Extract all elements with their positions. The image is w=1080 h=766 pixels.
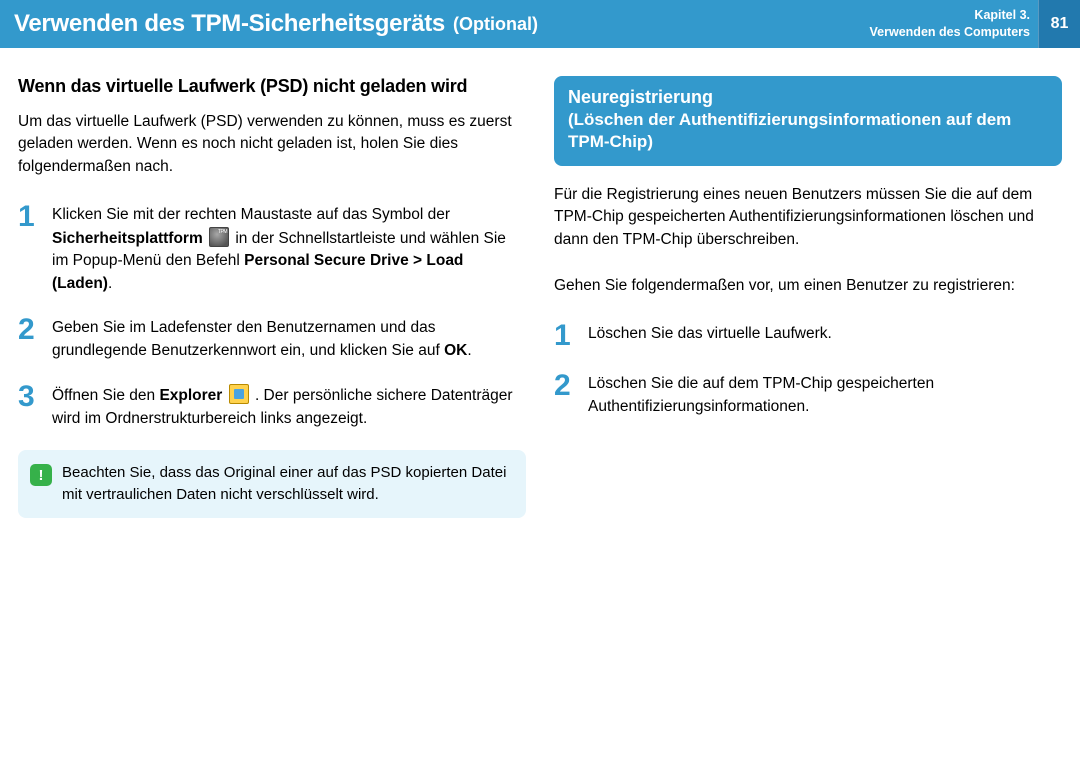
- bold-text: OK: [444, 342, 467, 359]
- step-text: Geben Sie im Ladefenster den Benutzernam…: [52, 315, 526, 362]
- text-fragment: Öffnen Sie den: [52, 387, 159, 404]
- right-heading-line1: Neuregistrierung: [568, 86, 1048, 109]
- content-area: Wenn das virtuelle Laufwerk (PSD) nicht …: [0, 48, 1080, 518]
- right-step-2: 2 Löschen Sie die auf dem TPM-Chip gespe…: [554, 371, 1062, 418]
- tpm-platform-icon: [209, 227, 229, 247]
- right-column: Neuregistrierung (Löschen der Authentifi…: [554, 76, 1062, 518]
- step-number: 3: [18, 382, 52, 430]
- right-para-2: Gehen Sie folgendermaßen vor, um einen B…: [554, 275, 1062, 297]
- bold-text: Explorer: [159, 387, 222, 404]
- text-fragment: .: [467, 342, 471, 359]
- right-heading-line2: (Löschen der Authentifizierungsinformati…: [568, 109, 1048, 153]
- chapter-line1: Kapitel 3.: [870, 7, 1030, 24]
- step-number: 2: [554, 371, 588, 418]
- header-right: Kapitel 3. Verwenden des Computers 81: [870, 0, 1080, 48]
- page-number-badge: 81: [1038, 0, 1080, 48]
- step-text: Klicken Sie mit der rechten Maustaste au…: [52, 202, 526, 295]
- left-step-1: 1 Klicken Sie mit der rechten Maustaste …: [18, 202, 526, 295]
- text-fragment: .: [108, 275, 112, 292]
- chapter-info: Kapitel 3. Verwenden des Computers: [870, 7, 1038, 41]
- page-title: Verwenden des TPM-Sicherheitsgeräts: [14, 10, 445, 38]
- text-fragment: Klicken Sie mit der rechten Maustaste au…: [52, 206, 450, 223]
- explorer-icon: [229, 384, 249, 404]
- left-column: Wenn das virtuelle Laufwerk (PSD) nicht …: [18, 76, 526, 518]
- right-step-1: 1 Löschen Sie das virtuelle Laufwerk.: [554, 321, 1062, 351]
- step-text: Löschen Sie das virtuelle Laufwerk.: [588, 321, 832, 351]
- right-para-1: Für die Registrierung eines neuen Benutz…: [554, 184, 1062, 251]
- left-subheading: Wenn das virtuelle Laufwerk (PSD) nicht …: [18, 76, 526, 97]
- step-number: 1: [554, 321, 588, 351]
- left-step-3: 3 Öffnen Sie den Explorer . Der persönli…: [18, 382, 526, 430]
- step-number: 2: [18, 315, 52, 362]
- page-header: Verwenden des TPM-Sicherheitsgeräts (Opt…: [0, 0, 1080, 48]
- chapter-line2: Verwenden des Computers: [870, 24, 1030, 41]
- text-fragment: Geben Sie im Ladefenster den Benutzernam…: [52, 319, 444, 358]
- right-heading-box: Neuregistrierung (Löschen der Authentifi…: [554, 76, 1062, 166]
- left-step-2: 2 Geben Sie im Ladefenster den Benutzern…: [18, 315, 526, 362]
- bold-text: Sicherheitsplattform: [52, 230, 203, 247]
- step-text: Öffnen Sie den Explorer . Der persönlich…: [52, 382, 526, 430]
- page-title-optional: (Optional): [453, 14, 538, 35]
- step-text: Löschen Sie die auf dem TPM-Chip gespeic…: [588, 371, 1062, 418]
- note-text: Beachten Sie, dass das Original einer au…: [62, 462, 512, 506]
- left-intro: Um das virtuelle Laufwerk (PSD) verwende…: [18, 111, 526, 178]
- step-number: 1: [18, 202, 52, 295]
- note-box: ! Beachten Sie, dass das Original einer …: [18, 450, 526, 518]
- note-icon: !: [30, 464, 52, 486]
